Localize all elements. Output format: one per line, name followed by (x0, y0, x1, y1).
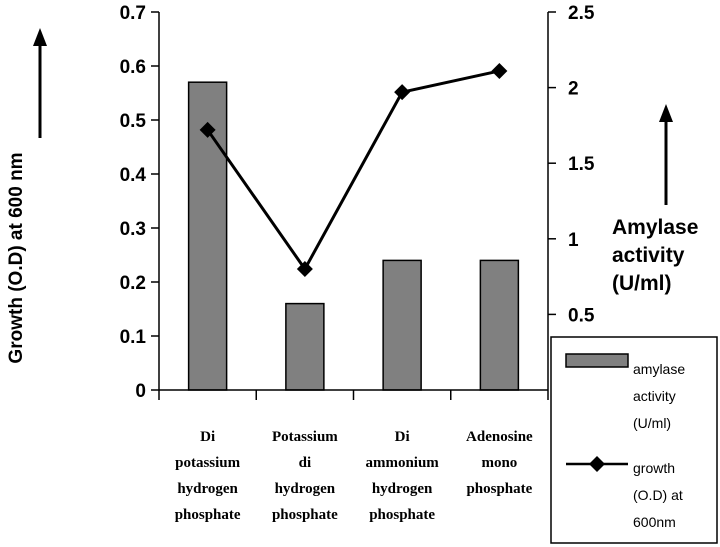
axes (158, 12, 549, 400)
category-label: Di (200, 429, 215, 445)
legend-bar-label-1: amylase (633, 361, 685, 377)
legend-diamond-icon (589, 456, 605, 472)
right-axis-title: Amylase activity (U/ml) (612, 216, 698, 295)
category-label: Di (395, 429, 410, 445)
left-tick-label: 0.4 (120, 165, 147, 186)
left-tick-label: 0.2 (120, 273, 146, 294)
growth-line (206, 69, 500, 272)
growth-point (394, 84, 411, 101)
legend-bar-label-3: (U/ml) (633, 415, 671, 431)
right-tick-label: 2 (568, 79, 579, 100)
legend-line-label-1: growth (633, 460, 675, 476)
right-axis-title-line-2: activity (612, 244, 685, 267)
right-axis-ticks: 0.5 1 1.5 2 2.5 (548, 3, 595, 326)
left-tick-label: 0 (135, 381, 146, 402)
category-label: phosphate (175, 507, 241, 523)
category-label: ammonium (365, 455, 439, 471)
left-tick-label: 0.5 (120, 111, 147, 132)
left-tick-label: 0.3 (120, 219, 146, 240)
right-arrow-icon (659, 104, 673, 205)
growth-point (491, 62, 508, 79)
left-axis-ticks: 0 0.1 0.2 0.3 0.4 0.5 0.6 0.7 (120, 3, 159, 402)
category-label: hydrogen (372, 481, 433, 497)
right-tick-label: 2.5 (568, 3, 595, 24)
left-tick-label: 0.7 (120, 3, 146, 24)
bar-series (187, 81, 520, 391)
left-tick-label: 0.1 (120, 327, 147, 348)
right-tick-label: 1 (568, 230, 579, 251)
line-series (199, 62, 508, 278)
category-label: phosphate (466, 481, 532, 497)
bar (382, 259, 422, 391)
right-axis-title-line-3: (U/ml) (612, 272, 672, 295)
left-tick-label: 0.6 (120, 57, 146, 78)
category-labels: Di potassium hydrogen phosphate Potassium di h… (175, 429, 533, 523)
legend-frame (550, 336, 718, 544)
category-label: hydrogen (275, 481, 336, 497)
category-label: potassium (175, 455, 241, 471)
right-tick-label: 0.5 (568, 305, 595, 326)
category-label: mono (481, 455, 517, 471)
legend-bar-swatch (565, 353, 629, 368)
category-label: phosphate (369, 507, 435, 523)
category-label: Adenosine (466, 429, 533, 445)
category-label: di (299, 455, 312, 471)
legend-line-label-2: (O.D) at (633, 487, 683, 503)
legend-bar-label-2: activity (633, 388, 676, 404)
growth-point (199, 121, 216, 138)
category-label: hydrogen (177, 481, 238, 497)
growth-point (296, 261, 313, 278)
right-tick-label: 1.5 (568, 154, 595, 175)
right-axis-title-line-1: Amylase (612, 216, 698, 239)
bar (285, 302, 325, 391)
bar (479, 259, 520, 391)
left-arrow-icon (33, 28, 47, 138)
legend: amylase activity (U/ml) growth (O.D) at … (550, 336, 718, 544)
left-axis-title: Growth (O.D) at 600 nm (6, 152, 27, 363)
legend-line-label-3: 600nm (633, 514, 676, 530)
category-label: Potassium (272, 429, 338, 445)
category-label: phosphate (272, 507, 338, 523)
